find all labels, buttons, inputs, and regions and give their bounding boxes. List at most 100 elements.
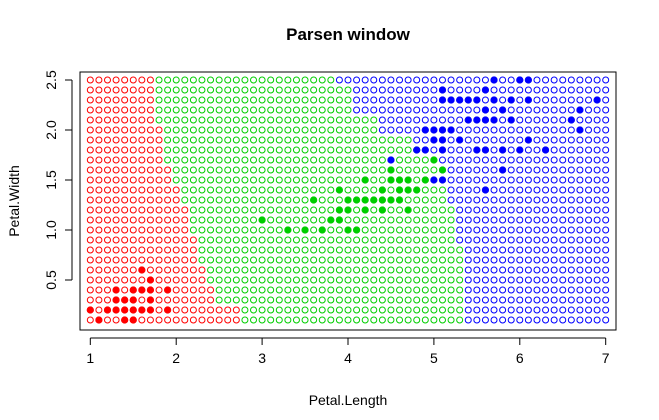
grid-point-versicolor (292, 286, 300, 294)
grid-point-versicolor (275, 206, 283, 214)
grid-point-setosa (95, 246, 103, 254)
data-point-versicolor (344, 206, 352, 214)
grid-point-setosa (138, 186, 146, 194)
grid-point-virginica (464, 246, 472, 254)
grid-point-versicolor (292, 296, 300, 304)
grid-point-virginica (473, 126, 481, 134)
data-point-virginica (567, 116, 575, 124)
data-point-virginica (516, 76, 524, 84)
grid-point-virginica (576, 166, 584, 174)
grid-point-virginica (542, 166, 550, 174)
grid-point-versicolor (258, 106, 266, 114)
grid-point-virginica (481, 296, 489, 304)
grid-point-virginica (542, 196, 550, 204)
data-point-versicolor (310, 196, 318, 204)
grid-point-virginica (559, 136, 567, 144)
grid-point-setosa (207, 296, 215, 304)
grid-point-versicolor (301, 196, 309, 204)
grid-point-virginica (456, 106, 464, 114)
grid-point-virginica (507, 166, 515, 174)
grid-point-versicolor (361, 256, 369, 264)
grid-point-setosa (112, 76, 120, 84)
grid-point-versicolor (267, 96, 275, 104)
grid-point-virginica (533, 186, 541, 194)
grid-point-versicolor (267, 296, 275, 304)
grid-point-virginica (413, 126, 421, 134)
grid-point-virginica (481, 216, 489, 224)
grid-point-versicolor (370, 116, 378, 124)
grid-point-versicolor (327, 246, 335, 254)
grid-point-virginica (550, 166, 558, 174)
grid-point-virginica (524, 226, 532, 234)
grid-point-setosa (172, 186, 180, 194)
grid-point-setosa (121, 106, 129, 114)
grid-point-versicolor (318, 296, 326, 304)
grid-point-versicolor (164, 96, 172, 104)
grid-point-virginica (550, 316, 558, 324)
grid-point-virginica (378, 96, 386, 104)
grid-point-versicolor (327, 96, 335, 104)
data-point-virginica (464, 116, 472, 124)
grid-point-virginica (550, 136, 558, 144)
grid-point-setosa (86, 206, 94, 214)
data-point-virginica (438, 136, 447, 144)
grid-point-versicolor (335, 116, 343, 124)
grid-point-setosa (129, 126, 137, 134)
grid-point-versicolor (396, 136, 404, 144)
grid-point-versicolor (275, 266, 283, 274)
grid-point-versicolor (267, 196, 275, 204)
grid-point-versicolor (344, 266, 352, 274)
grid-point-setosa (155, 196, 163, 204)
plot-frame (79, 71, 617, 331)
grid-point-versicolor (318, 256, 326, 264)
grid-point-virginica (447, 146, 455, 154)
data-point-versicolor (404, 176, 412, 184)
grid-point-setosa (121, 186, 129, 194)
grid-point-virginica (499, 136, 507, 144)
grid-point-setosa (86, 126, 94, 134)
grid-point-virginica (550, 176, 558, 184)
grid-point-virginica (464, 206, 472, 214)
grid-point-setosa (129, 186, 137, 194)
grid-point-versicolor (301, 76, 309, 84)
grid-point-versicolor (232, 176, 240, 184)
grid-point-virginica (490, 86, 498, 94)
grid-point-virginica (567, 256, 575, 264)
grid-point-versicolor (250, 286, 258, 294)
grid-point-versicolor (250, 86, 258, 94)
grid-point-versicolor (189, 196, 197, 204)
grid-point-setosa (198, 296, 206, 304)
grid-point-versicolor (430, 226, 438, 234)
grid-point-virginica (387, 126, 395, 134)
grid-point-versicolor (421, 196, 429, 204)
grid-point-versicolor (292, 226, 300, 234)
grid-point-versicolor (275, 276, 283, 284)
data-point-virginica (438, 96, 447, 104)
data-point-versicolor (258, 216, 266, 224)
grid-point-virginica (516, 156, 524, 164)
grid-point-versicolor (370, 286, 378, 294)
grid-point-virginica (550, 86, 558, 94)
grid-point-setosa (138, 226, 146, 234)
grid-point-setosa (138, 136, 146, 144)
grid-point-versicolor (172, 106, 180, 114)
grid-point-setosa (86, 76, 94, 84)
grid-point-versicolor (301, 276, 309, 284)
grid-point-setosa (164, 256, 172, 264)
grid-point-versicolor (387, 256, 395, 264)
grid-point-versicolor (447, 206, 455, 214)
grid-point-setosa (103, 126, 111, 134)
data-point-setosa (164, 306, 172, 314)
grid-point-virginica (567, 156, 575, 164)
grid-point-virginica (516, 306, 524, 314)
grid-point-versicolor (318, 206, 326, 214)
grid-point-virginica (550, 186, 558, 194)
grid-point-virginica (593, 216, 601, 224)
grid-point-setosa (129, 86, 137, 94)
grid-point-virginica (533, 86, 541, 94)
grid-point-versicolor (438, 226, 446, 234)
grid-point-setosa (155, 136, 163, 144)
grid-point-setosa (181, 286, 189, 294)
grid-point-versicolor (361, 146, 369, 154)
grid-point-versicolor (421, 266, 429, 274)
